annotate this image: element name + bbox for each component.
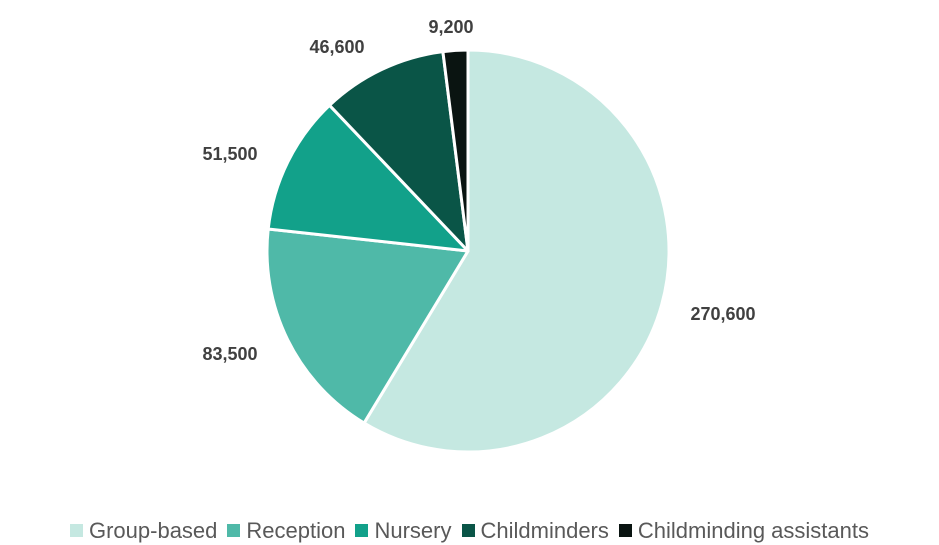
legend-label-nursery: Nursery xyxy=(374,517,452,543)
legend-item-group-based: Group-based xyxy=(69,517,218,544)
legend-label-childminding-assistants: Childminding assistants xyxy=(637,517,869,543)
data-label-group-based: 270,600 xyxy=(690,304,755,324)
pie-slice-nursery xyxy=(266,103,470,253)
legend-label-group-based: Group-based xyxy=(88,517,218,543)
legend-item-childminding-assistants: Childminding assistants xyxy=(618,517,869,544)
legend-swatch-childminders xyxy=(461,524,475,537)
pie-slice-childminding-assistants xyxy=(441,48,470,253)
legend-swatch-reception xyxy=(227,524,241,537)
legend-item-nursery: Nursery xyxy=(355,517,452,544)
pie-chart-svg: 270,600 83,500 51,500 46,600 9,200 xyxy=(202,17,756,454)
pie-slice-reception xyxy=(265,227,470,425)
pie-slices xyxy=(265,48,671,454)
data-label-childminders: 46,600 xyxy=(309,37,364,57)
data-label-reception: 83,500 xyxy=(202,344,257,364)
legend-item-reception: Reception xyxy=(227,518,345,544)
legend-swatch-childminding-assistants xyxy=(618,524,632,537)
legend: Group-based Reception Nursery Childminde… xyxy=(0,516,939,545)
pie-slice-childminders xyxy=(328,50,470,253)
legend-label-childminders: Childminders xyxy=(480,517,609,543)
pie-slice-group-based xyxy=(362,48,671,454)
data-label-childminding-assistants: 9,200 xyxy=(428,17,473,37)
legend-label-reception: Reception xyxy=(246,517,346,543)
legend-item-childminders: Childminders xyxy=(461,517,609,544)
pie-data-labels: 270,600 83,500 51,500 46,600 9,200 xyxy=(202,17,755,364)
legend-swatch-group-based xyxy=(69,524,83,537)
data-label-nursery: 51,500 xyxy=(202,144,257,164)
legend-swatch-nursery xyxy=(355,524,369,537)
